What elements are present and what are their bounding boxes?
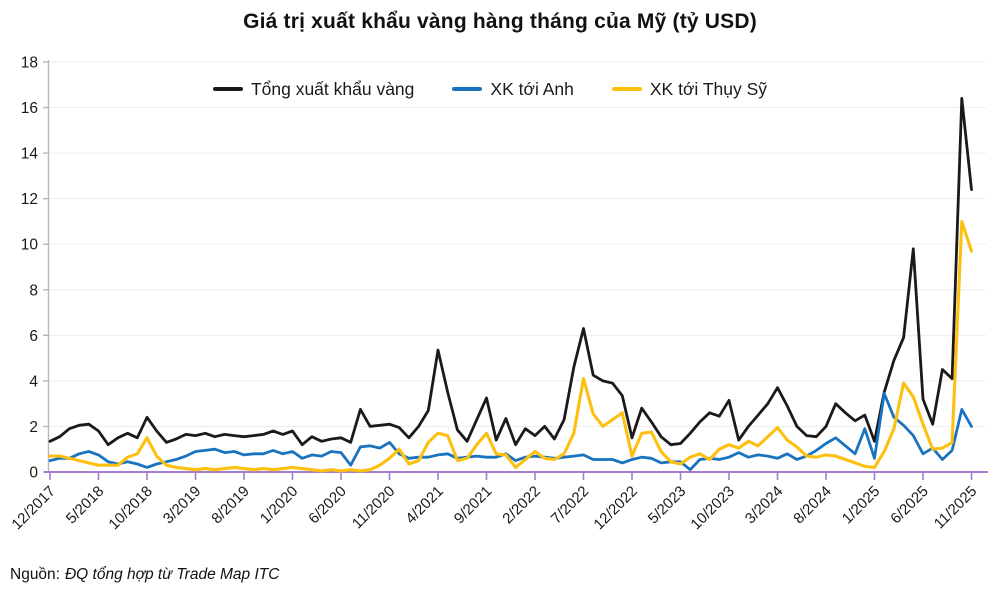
series-lines (48, 97, 974, 473)
y-tick-label: 0 (29, 465, 38, 482)
y-tick-label: 18 (21, 55, 38, 72)
series-line-2 (48, 219, 974, 473)
series-line-0 (48, 97, 973, 447)
x-tick-label: 1/2025 (839, 483, 883, 527)
y-tick-label: 6 (29, 328, 38, 345)
x-tick-label: 9/2021 (451, 483, 495, 527)
y-tick-label: 12 (21, 191, 38, 208)
legend-label: Tổng xuất khẩu vàng (250, 78, 415, 99)
x-tick-label: 5/2023 (645, 483, 689, 527)
legend-swatch-icon (452, 87, 483, 91)
legend-item-1: XK tới Anh (452, 78, 574, 100)
legend-label: XK tới Thụy Sỹ (649, 78, 768, 99)
x-tick-label: 11/2020 (349, 483, 399, 533)
x-tick-label: 5/2018 (63, 483, 107, 527)
legend-swatch-icon (212, 87, 243, 91)
legend-swatch-icon (611, 87, 642, 91)
x-tick-label: 7/2022 (548, 483, 592, 527)
x-tick-label: 10/2023 (687, 483, 737, 533)
legend-item-0: Tổng xuất khẩu vàng (212, 78, 415, 100)
x-tick-label: 12/2022 (590, 483, 640, 533)
x-tick-label: 8/2019 (208, 483, 252, 527)
x-tick-label: 1/2020 (257, 483, 301, 527)
x-tick-label: 6/2025 (887, 483, 931, 527)
legend-item-2: XK tới Thụy Sỹ (611, 78, 768, 100)
y-tick-label: 2 (29, 419, 38, 436)
x-tick-label: 10/2018 (105, 483, 155, 533)
x-tick-label: 6/2020 (305, 483, 349, 527)
source-label: Nguồn: (10, 566, 60, 583)
x-tick-label: 3/2019 (160, 483, 204, 527)
gridlines (46, 61, 986, 427)
y-tick-label: 8 (29, 282, 38, 299)
y-tick-label: 14 (21, 146, 39, 163)
y-tick-label: 10 (21, 237, 39, 254)
x-tick-label: 2/2022 (499, 483, 543, 527)
chart-legend: Tổng xuất khẩu vàng XK tới Anh XK tới Thụy… (110, 76, 870, 102)
x-tick-label: 3/2024 (742, 483, 786, 527)
x-tick-label: 4/2021 (402, 483, 446, 527)
y-axis: 0 2 4 6 8 10 12 14 16 18 (21, 55, 50, 482)
x-tick-label: 12/2017 (8, 483, 58, 533)
chart-title: Giá trị xuất khẩu vàng hàng tháng của Mỹ… (243, 10, 757, 33)
y-tick-label: 16 (21, 100, 38, 117)
x-tick-label: 11/2025 (931, 483, 981, 533)
source-note: Nguồn: ĐQ tổng hợp từ Trade Map ITC (10, 566, 279, 584)
y-tick-label: 4 (29, 373, 38, 390)
x-tick-label: 8/2024 (790, 483, 834, 527)
source-text: ĐQ tổng hợp từ Trade Map ITC (64, 566, 280, 583)
legend-label: XK tới Anh (490, 78, 574, 99)
series-line-1 (48, 391, 973, 472)
